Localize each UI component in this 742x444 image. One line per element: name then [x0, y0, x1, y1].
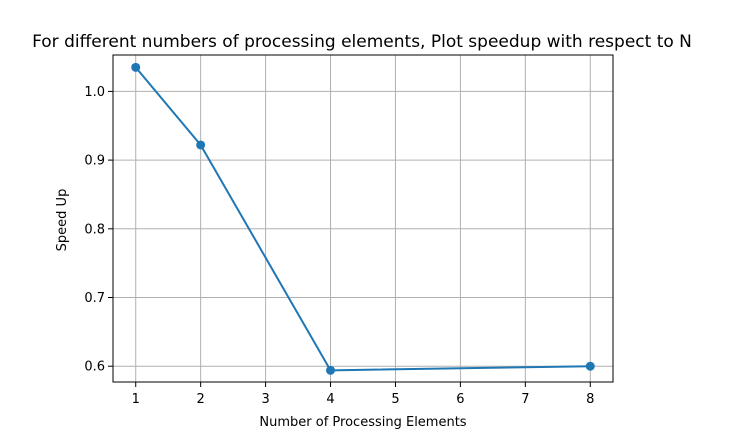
x-axis-ticks: 1 2 3 4 5 6 7 8 — [132, 382, 594, 407]
data-point-marker — [585, 361, 595, 371]
data-point-marker — [326, 365, 336, 375]
y-tick-label: 0.9 — [84, 154, 105, 169]
y-tick-label: 0.6 — [84, 360, 105, 375]
y-tick-label: 0.7 — [84, 291, 105, 306]
x-tick-label: 2 — [197, 392, 205, 407]
y-tick-label: 0.8 — [84, 222, 105, 237]
series-line — [134, 66, 591, 372]
x-axis-label: Number of Processing Elements — [259, 415, 466, 430]
data-point-marker — [196, 140, 206, 150]
x-tick-label: 8 — [586, 392, 594, 407]
x-tick-label: 7 — [521, 392, 529, 407]
grid — [113, 55, 613, 382]
y-axis-ticks: 0.6 0.7 0.8 0.9 1.0 — [84, 85, 113, 375]
plot-area-frame — [112, 54, 614, 383]
y-axis-label: Speed Up — [55, 189, 70, 252]
data-series — [131, 62, 595, 375]
y-tick-label: 1.0 — [84, 85, 105, 100]
chart-title: For different numbers of processing elem… — [32, 32, 692, 52]
x-tick-label: 5 — [391, 392, 399, 407]
x-tick-label: 4 — [326, 392, 334, 407]
x-tick-label: 6 — [456, 392, 464, 407]
data-point-marker — [131, 62, 141, 72]
x-tick-label: 3 — [261, 392, 269, 407]
x-tick-label: 1 — [132, 392, 140, 407]
